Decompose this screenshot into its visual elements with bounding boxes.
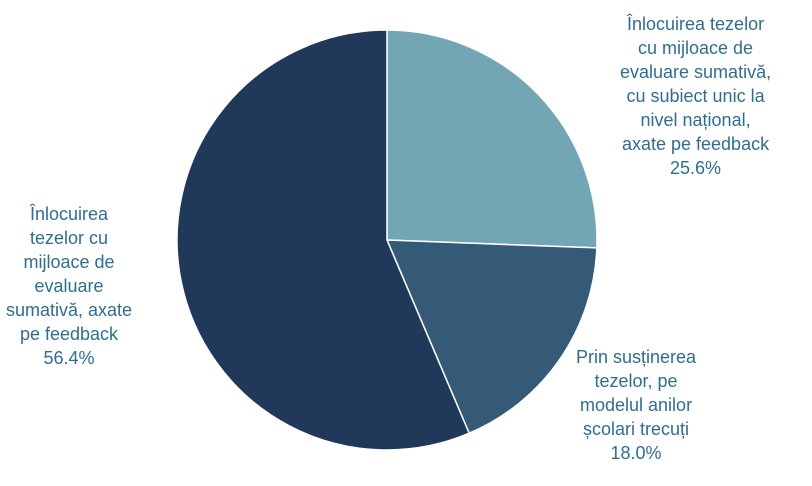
slice-value-label: 18.0% xyxy=(610,443,662,463)
slice-label-line: axate pe feedback xyxy=(621,134,770,154)
slice-label-line: cu mijloace de xyxy=(638,38,754,58)
slice-label-line: tezelor cu xyxy=(30,228,109,248)
slice-label-line: Prin susținerea xyxy=(576,347,697,367)
slice-label-line: tezelor, pe xyxy=(594,371,678,391)
slice-label-sumative-unic: Înlocuirea tezelor cu mijloace de evaluare… xyxy=(620,12,771,180)
slice-label-line: modelul anilor xyxy=(580,395,693,415)
slice-label-line: evaluare sumativă, xyxy=(620,62,772,82)
pie-slice-1 xyxy=(385,239,598,435)
slice-label-line: școlari trecuți xyxy=(583,419,690,439)
pie-slice-0 xyxy=(386,29,598,249)
slice-label-line: sumativă, axate xyxy=(6,300,133,320)
slice-label-line: Înlocuirea xyxy=(30,204,109,224)
slice-label-line: evaluare xyxy=(34,276,104,296)
slice-value-label: 56.4% xyxy=(43,348,95,368)
slice-value-label: 25.6% xyxy=(670,158,722,178)
slice-label-line: mijloace de xyxy=(23,252,115,272)
slice-label-line: nivel național, xyxy=(640,110,751,130)
slice-label-sumative-feedback: Înlocuirea tezelor cu mijloace de evaluare s… xyxy=(6,202,132,370)
slice-label-line: cu subiect unic la xyxy=(626,86,765,106)
slice-label-line: pe feedback xyxy=(19,324,119,344)
pie-slice-2 xyxy=(176,29,471,451)
slice-label-line: Înlocuirea tezelor xyxy=(627,14,765,34)
slice-label-teze-traditionale: Prin susținerea tezelor, pe modelul anilor… xyxy=(576,345,696,465)
